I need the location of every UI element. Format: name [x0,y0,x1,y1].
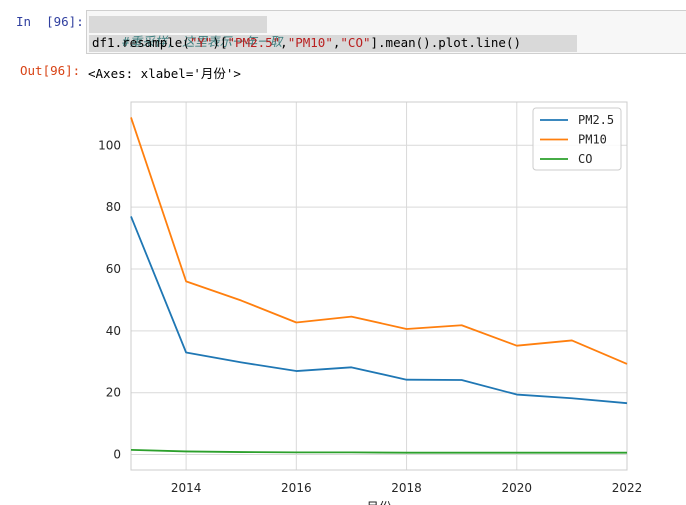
legend: PM2.5 PM10 CO [532,107,622,171]
selection-highlight-line2 [89,35,577,52]
series-line-co [130,448,627,454]
x-axis-label: 月份 [366,501,392,505]
code-token: "Y" [189,35,213,50]
code-token: "PM2.5" [227,35,281,50]
y-tick-label: 0 [113,448,121,462]
code-statement-line: df1.resample("Y")["PM2.5","PM10","CO"].m… [92,35,521,50]
y-tick-label: 100 [98,138,121,152]
input-prompt: In [96]: [16,14,84,29]
code-cell-input[interactable]: #重采样, 这里表示一年一取 df1.resample("Y")["PM2.5"… [86,10,686,54]
output-text: <Axes: xlabel='月份'> [88,66,241,81]
code-token: "CO" [340,35,371,50]
code-token: )[ [212,35,228,50]
legend-box [532,107,622,171]
y-tick-label: 80 [106,200,121,214]
selection-highlight-line1 [89,16,267,33]
legend-label: PM10 [578,133,607,147]
code-token: , [280,35,288,50]
y-tick-label: 20 [106,386,121,400]
axes-frame [130,101,628,471]
grid-lines [131,102,628,470]
code-token: "PM10" [287,35,333,50]
x-tick-label: 2022 [612,481,643,495]
code-comment-line: #重采样, 这里表示一年一取 [92,16,282,65]
legend-label: PM2.5 [578,113,614,127]
series-line-pm10 [130,117,628,365]
y-tick-label: 60 [106,262,121,276]
code-token: ].mean().plot.line() [370,35,522,50]
code-token: , [332,35,341,50]
series-line-pm25 [130,216,628,405]
y-tick-label: 40 [106,324,121,338]
tick-labels: 0 20 40 60 80 100 2014 2016 2018 2020 2022 [98,138,642,495]
x-tick-label: 2018 [391,481,422,495]
x-tick-label: 2016 [281,481,312,495]
output-prompt: Out[96]: [20,63,81,78]
code-token: df1.resample( [92,35,190,50]
x-tick-label: 2020 [502,481,533,495]
series-lines [130,117,628,454]
legend-label: CO [578,152,592,166]
x-tick-label: 2014 [171,481,202,495]
code-comment: #重采样, 这里表示一年一取 [122,34,283,49]
